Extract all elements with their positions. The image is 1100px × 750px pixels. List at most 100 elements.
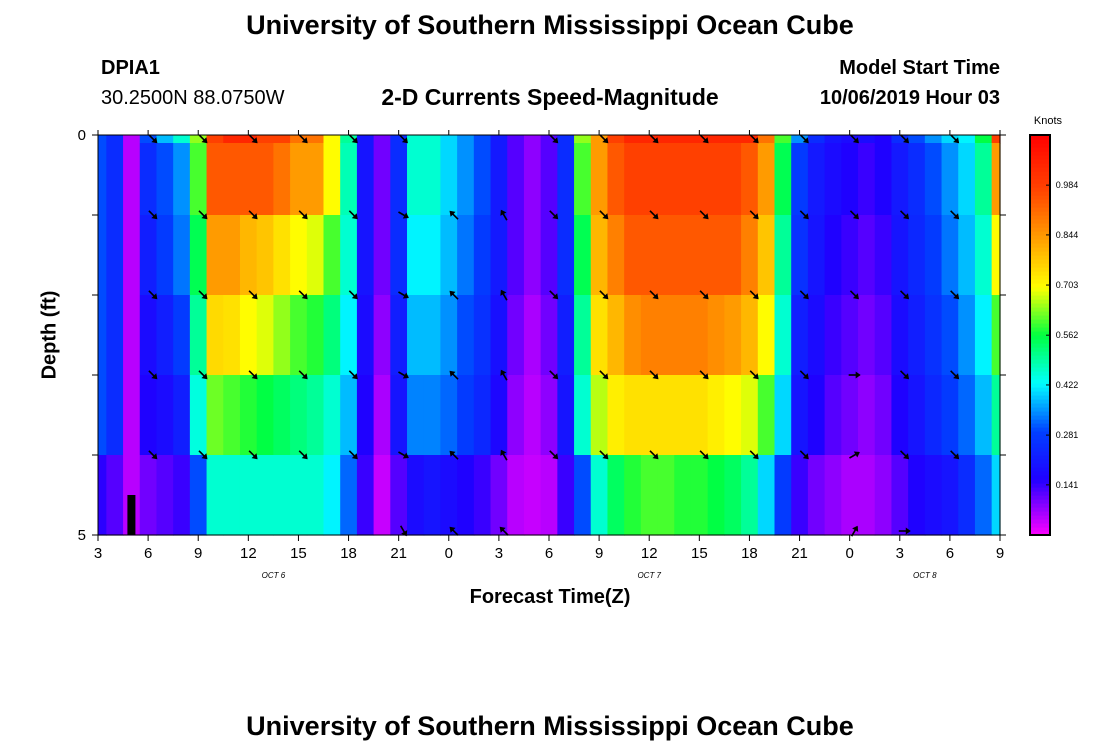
arrow-head	[500, 369, 507, 376]
heatmap-cell	[607, 295, 625, 376]
heatmap-cell	[607, 215, 625, 296]
heatmap-cell	[507, 375, 525, 456]
arrow-head	[201, 453, 208, 460]
heatmap-cell	[774, 135, 792, 144]
heatmap-cell	[523, 143, 542, 216]
colorbar-tick-label: 0.562	[1056, 330, 1079, 340]
colorbar-segment	[1030, 407, 1050, 412]
colorbar-segment	[1030, 423, 1050, 428]
colorbar-tick-label: 0.844	[1056, 230, 1079, 240]
heatmap-cell	[507, 295, 525, 376]
heatmap-cell	[507, 455, 525, 536]
current-arrow	[599, 370, 609, 380]
arrow-head	[903, 137, 910, 144]
heatmap-cell	[340, 143, 358, 216]
current-arrow	[298, 210, 308, 220]
colorbar-segment	[1030, 387, 1050, 392]
heatmap-cell	[256, 295, 274, 376]
heatmap-cell	[156, 135, 174, 144]
current-arrow	[500, 449, 508, 461]
heatmap-cell	[523, 215, 542, 296]
heatmap-cell	[640, 135, 659, 144]
heatmap-cell	[390, 455, 408, 536]
heatmap-cell	[924, 135, 943, 144]
colorbar-tick-label: 0.984	[1056, 180, 1079, 190]
arrow-head	[652, 137, 659, 144]
heatmap-cell	[924, 455, 943, 536]
colorbar-tick-label: 0.703	[1056, 280, 1079, 290]
heatmap-cell	[356, 295, 375, 376]
current-arrow	[699, 450, 709, 460]
heatmap-cell	[774, 455, 792, 536]
heatmap-cell	[306, 375, 325, 456]
colorbar-segment	[1030, 511, 1050, 516]
arrow-head	[552, 373, 559, 380]
current-arrow	[549, 370, 559, 380]
heatmap-cell	[674, 215, 692, 296]
arrow-head	[702, 453, 709, 460]
heatmap-cell	[139, 295, 158, 376]
heatmap-cell	[908, 295, 926, 376]
heatmap-cell	[473, 135, 492, 144]
arrow-head	[301, 137, 308, 144]
heatmap-cell	[607, 375, 625, 456]
arrow-head	[351, 293, 358, 300]
heatmap-cell	[306, 215, 325, 296]
current-arrow	[148, 450, 158, 460]
heatmap-cell	[841, 215, 859, 296]
heatmap-cell	[624, 375, 642, 456]
main-title: University of Southern Mississippi Ocean…	[246, 10, 854, 40]
x-tick-label: 15	[290, 545, 307, 562]
current-arrow	[699, 290, 709, 300]
heatmap-cell	[874, 215, 893, 296]
heatmap-cell	[741, 295, 759, 376]
heatmap-cell	[807, 375, 826, 456]
current-arrow	[549, 450, 559, 460]
heatmap-cell	[239, 375, 258, 456]
heatmap-cell	[457, 143, 475, 216]
arrow-head	[652, 373, 659, 380]
arrow-head	[301, 213, 308, 220]
heatmap-cell	[908, 455, 926, 536]
heatmap-cell	[774, 143, 792, 216]
heatmap-cell	[106, 215, 124, 296]
heatmap-cell	[991, 295, 1001, 376]
colorbar-segment	[1030, 331, 1050, 336]
colorbar-segment	[1030, 279, 1050, 284]
heatmap-cell	[423, 215, 442, 296]
heatmap-cell	[106, 143, 124, 216]
y-tick-label: 0	[78, 127, 86, 144]
current-arrow	[950, 370, 960, 380]
current-arrow	[749, 134, 759, 144]
heatmap-cell	[290, 295, 308, 376]
arrow-head	[602, 137, 609, 144]
colorbar-segment	[1030, 203, 1050, 208]
heatmap-cell	[256, 455, 274, 536]
heatmap-cell	[674, 295, 692, 376]
arrow-head	[852, 213, 859, 220]
current-arrow	[649, 134, 659, 144]
heatmap-cell	[373, 455, 391, 536]
arrow-head	[855, 371, 861, 379]
heatmap-cell	[841, 455, 859, 536]
heatmap-cell	[741, 143, 759, 216]
heatmap-cell	[540, 375, 558, 456]
heatmap-cell	[256, 135, 274, 144]
heatmap-cell	[407, 295, 425, 376]
heatmap-cell	[607, 143, 625, 216]
heatmap-cell	[239, 295, 258, 376]
current-arrow	[848, 371, 861, 379]
arrow-head	[702, 137, 709, 144]
arrow-head	[499, 526, 506, 533]
colorbar-segment	[1030, 323, 1050, 328]
heatmap-cell	[841, 295, 859, 376]
heatmap-cell	[557, 143, 575, 216]
colorbar-segment	[1030, 155, 1050, 160]
date-labels: OCT 6 OCT 7 OCT 8	[262, 571, 938, 580]
colorbar-segment	[1030, 263, 1050, 268]
heatmap-cell	[273, 143, 291, 216]
arrow-head	[301, 453, 308, 460]
heatmap-cell	[423, 455, 442, 536]
colorbar-segment	[1030, 391, 1050, 396]
heatmap-cell	[657, 295, 675, 376]
